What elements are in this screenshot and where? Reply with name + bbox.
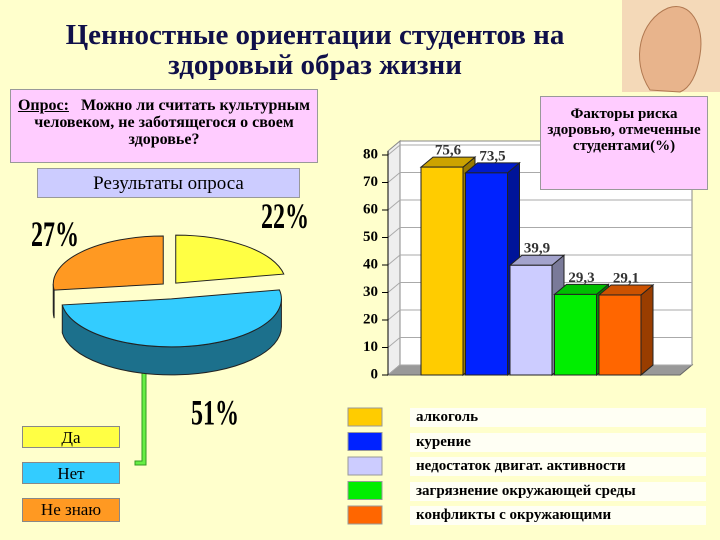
legend-label: курение [410,432,706,452]
legend-swatch [347,456,383,476]
legend-label: загрязнение окружающей среды [410,481,706,501]
y-tick-label: 40 [363,256,378,272]
question-text: Можно ли считать культурным человеком, н… [34,97,311,148]
legend-swatch [347,505,383,525]
legend-label: конфликты с окружающими [410,506,706,525]
pie-slice [52,235,164,291]
pie-value-label: 51% [191,392,239,432]
plot-side-wall [387,139,401,377]
bar-value-label: 39,9 [524,241,550,257]
y-tick-label: 70 [363,174,378,190]
y-tick-label: 0 [371,366,379,382]
pie-legend-item: Да [22,426,120,448]
slide-title: Ценностные ориентации студентов на здоро… [65,19,565,82]
bar [554,293,597,376]
y-tick-label: 10 [363,339,378,355]
legend-label: недостаток двигат. активности [410,457,706,476]
grid-line [387,227,401,238]
ear-shape [639,6,702,93]
legend-swatch [347,407,383,427]
legend-label: алкоголь [410,408,706,427]
bar-title: Факторы риска здоровью, отмеченные студе… [540,96,708,190]
grid-line [387,172,401,183]
grid-line [387,282,401,293]
y-tick-label: 50 [363,229,378,245]
bar [509,264,553,376]
grid-line [387,199,401,211]
legend-swatch [347,432,383,451]
grid-line [387,254,401,266]
bar [465,172,508,376]
pie-legend-item: Не знаю [22,498,120,522]
bar-value-label: 73,5 [479,148,505,164]
legend-swatch [347,481,383,500]
grid-line [387,144,401,156]
grid-line [387,309,401,321]
pie-value-label: 22% [261,196,309,236]
bar [420,166,464,376]
pie-slice [175,234,285,284]
bar-value-label: 29,3 [568,270,594,286]
question-label: Опрос: [17,97,69,114]
y-tick-label: 80 [363,146,378,162]
bar-side [640,283,654,377]
y-tick-label: 20 [363,311,378,327]
grid-line [387,364,401,376]
pie-title: Результаты опроса [37,168,300,198]
y-tick-label: 30 [363,284,378,300]
bar [598,294,642,376]
bar-value-label: 29,1 [613,270,639,286]
y-tick-label: 60 [363,201,378,217]
question-box: Опрос: Можно ли считать культурным челов… [10,89,318,163]
grid-line [387,337,401,348]
pie-slice [61,289,282,348]
pie-value-label: 27% [31,214,79,254]
bar-value-label: 75,6 [435,143,462,159]
pie-legend-item: Нет [22,462,120,484]
